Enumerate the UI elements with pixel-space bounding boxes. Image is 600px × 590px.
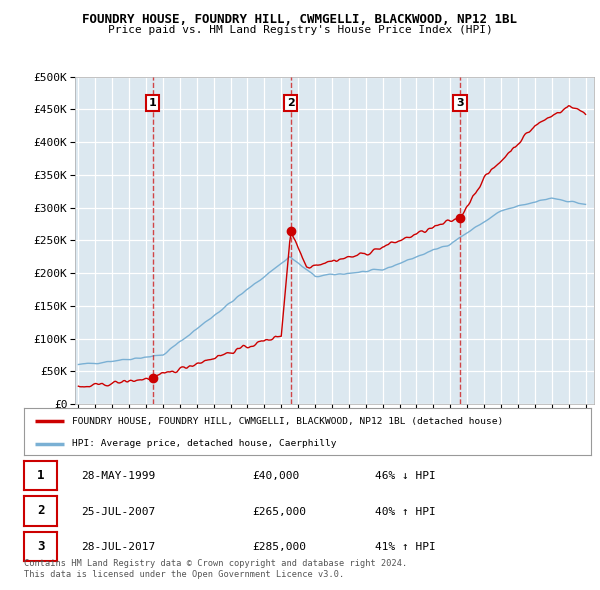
Text: £285,000: £285,000 xyxy=(252,542,306,552)
Text: HPI: Average price, detached house, Caerphilly: HPI: Average price, detached house, Caer… xyxy=(72,439,337,448)
Text: £40,000: £40,000 xyxy=(252,471,299,481)
Text: 46% ↓ HPI: 46% ↓ HPI xyxy=(375,471,436,481)
Text: 1: 1 xyxy=(37,469,44,482)
Text: Price paid vs. HM Land Registry's House Price Index (HPI): Price paid vs. HM Land Registry's House … xyxy=(107,25,493,35)
Text: 41% ↑ HPI: 41% ↑ HPI xyxy=(375,542,436,552)
Text: FOUNDRY HOUSE, FOUNDRY HILL, CWMGELLI, BLACKWOOD, NP12 1BL (detached house): FOUNDRY HOUSE, FOUNDRY HILL, CWMGELLI, B… xyxy=(72,417,503,426)
Text: 3: 3 xyxy=(456,98,464,108)
Text: 2: 2 xyxy=(287,98,295,108)
Text: 40% ↑ HPI: 40% ↑ HPI xyxy=(375,507,436,516)
Text: 1: 1 xyxy=(149,98,157,108)
Text: This data is licensed under the Open Government Licence v3.0.: This data is licensed under the Open Gov… xyxy=(24,571,344,579)
Text: 3: 3 xyxy=(37,540,44,553)
Text: FOUNDRY HOUSE, FOUNDRY HILL, CWMGELLI, BLACKWOOD, NP12 1BL: FOUNDRY HOUSE, FOUNDRY HILL, CWMGELLI, B… xyxy=(83,13,517,26)
Text: 25-JUL-2007: 25-JUL-2007 xyxy=(81,507,155,516)
Text: Contains HM Land Registry data © Crown copyright and database right 2024.: Contains HM Land Registry data © Crown c… xyxy=(24,559,407,568)
Text: 28-JUL-2017: 28-JUL-2017 xyxy=(81,542,155,552)
Text: 2: 2 xyxy=(37,504,44,517)
Text: £265,000: £265,000 xyxy=(252,507,306,516)
Text: 28-MAY-1999: 28-MAY-1999 xyxy=(81,471,155,481)
